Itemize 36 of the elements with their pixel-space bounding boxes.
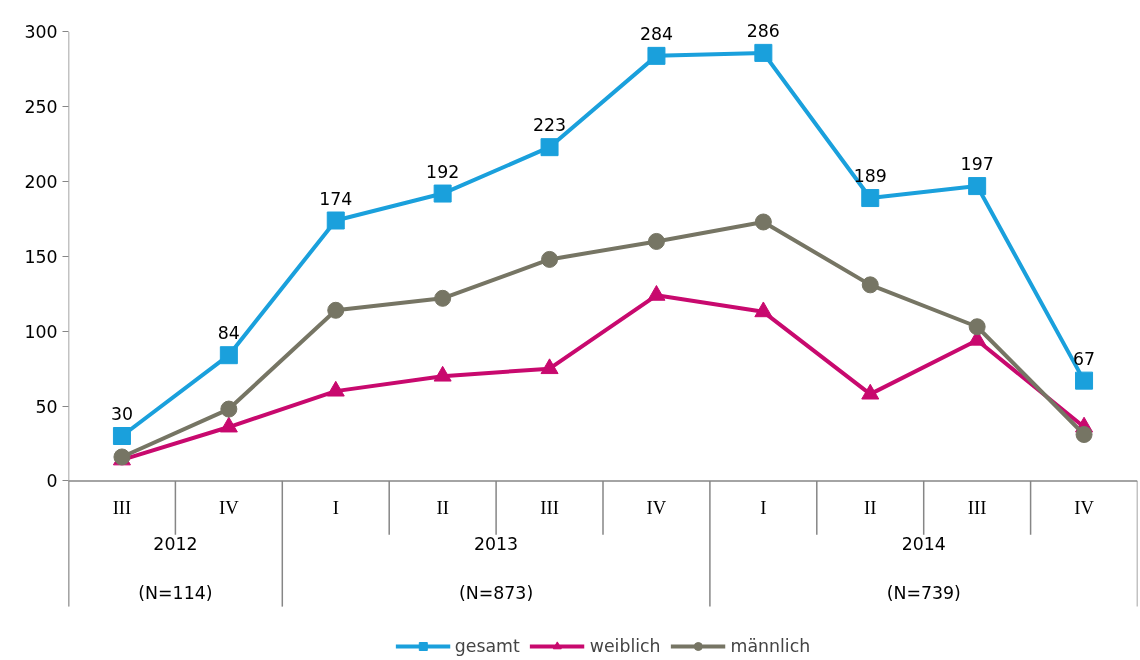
data-label: 192 (426, 161, 460, 182)
x-tick-label: IV (646, 497, 667, 519)
y-tick-label: 150 (24, 246, 58, 267)
data-label: 189 (853, 166, 887, 187)
data-label: 286 (746, 20, 780, 41)
x-tick-label: I (760, 497, 767, 519)
legend-label: weiblich (589, 636, 661, 656)
data-label: 84 (217, 323, 240, 344)
legend-label: gesamt (454, 636, 520, 656)
text: 2014 (901, 534, 946, 555)
text: (N=739) (886, 583, 961, 604)
data-label: 197 (960, 154, 994, 175)
data-label: 284 (639, 23, 673, 44)
x-tick-label: II (436, 497, 449, 519)
y-tick-label: 200 (24, 172, 58, 193)
x-tick-label: IV (1074, 497, 1095, 519)
y-tick-label: 300 (24, 22, 58, 43)
x-tick-label: IV (219, 497, 240, 519)
data-label: 67 (1073, 348, 1096, 369)
y-tick-label: 0 (46, 471, 58, 492)
text: 2012 (153, 534, 198, 555)
data-label: 223 (533, 115, 567, 136)
text: 2013 (474, 534, 519, 555)
y-tick-label: 100 (24, 321, 58, 342)
text: (N=114) (138, 583, 213, 604)
data-label: 30 (110, 404, 133, 425)
y-tick-label: 50 (35, 396, 58, 417)
x-tick-label: III (967, 497, 987, 519)
x-tick-label: I (332, 497, 339, 519)
x-tick-label: II (864, 497, 877, 519)
legend-label: männlich (730, 636, 811, 656)
y-tick-label: 250 (24, 97, 58, 118)
x-tick-label: III (112, 497, 132, 519)
data-label: 174 (319, 188, 353, 209)
text: (N=873) (459, 583, 534, 604)
x-tick-label: III (540, 497, 559, 519)
